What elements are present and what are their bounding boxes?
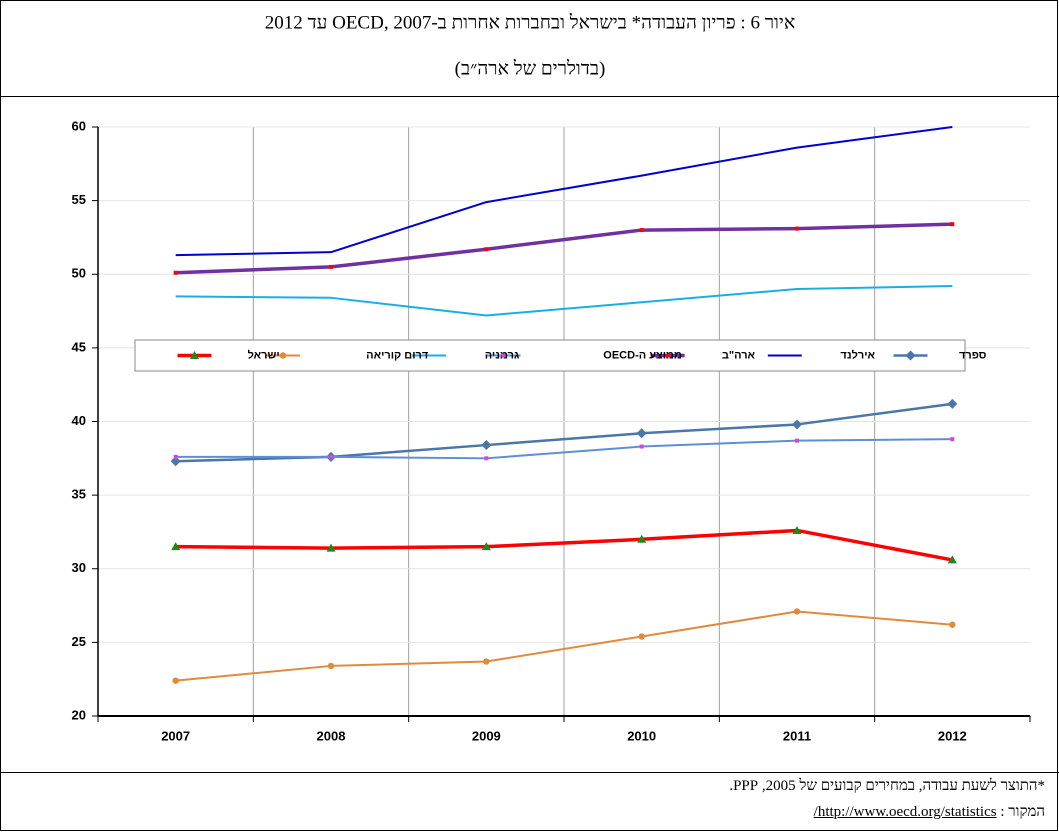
marker (638, 633, 645, 640)
y-tick-label: 50 (72, 266, 86, 281)
series-line (175, 610, 953, 682)
source: המקור : http://www.oecd.org/statistics/ (814, 804, 1045, 821)
marker (327, 662, 335, 670)
chart-subtitle: (בדולרים של ארה״ב) (455, 58, 606, 79)
legend-label: דרום קוריאה (366, 349, 429, 361)
footnote: *התוצר לשעת עבודה, במחירים קבועים של 200… (729, 778, 1045, 794)
marker (170, 456, 181, 467)
marker (639, 444, 644, 449)
marker (483, 658, 490, 665)
marker (172, 677, 179, 684)
marker (173, 454, 178, 459)
marker (481, 542, 491, 551)
legend-label: ספרד (959, 349, 987, 361)
y-tick-label: 30 (72, 560, 86, 575)
y-tick-label: 25 (72, 634, 86, 649)
marker (950, 437, 955, 442)
marker (950, 222, 955, 227)
y-tick-label: 60 (72, 118, 86, 133)
legend-marker (501, 353, 506, 358)
marker (793, 608, 801, 615)
x-tick-label: 2009 (472, 728, 501, 743)
marker (636, 428, 647, 439)
marker (173, 270, 178, 275)
marker (637, 534, 647, 543)
marker (947, 398, 958, 409)
source-label: המקור : (1000, 804, 1045, 820)
marker (481, 440, 492, 451)
x-tick-label: 2012 (938, 728, 967, 743)
marker (326, 543, 336, 552)
marker (639, 228, 644, 233)
legend-marker (905, 350, 916, 361)
legend-label: ארה"ב (722, 349, 756, 361)
series-line (175, 222, 953, 275)
legend-label: אירלנד (840, 348, 875, 361)
legend-marker (665, 353, 670, 358)
series-line (175, 285, 953, 317)
chart-title: איור 6 : פריון העבודה* בישראל ובחברות אח… (265, 12, 796, 33)
series-line (175, 528, 953, 562)
x-tick-label: 2011 (783, 728, 811, 743)
legend-marker (189, 351, 199, 359)
marker (484, 456, 489, 461)
x-tick-label: 2010 (627, 728, 656, 743)
legend-marker (279, 352, 287, 359)
marker (795, 226, 799, 231)
marker (792, 525, 802, 534)
legend-label: ממוצע ה-OECD (603, 349, 682, 361)
marker (329, 264, 333, 269)
x-tick-label: 2007 (161, 728, 190, 743)
x-tick-label: 2008 (317, 728, 346, 743)
y-tick-label: 35 (72, 487, 86, 502)
series-line (175, 438, 953, 460)
marker (949, 621, 956, 628)
series-line (175, 126, 953, 257)
y-tick-label: 45 (72, 339, 86, 354)
marker (171, 542, 181, 551)
marker (947, 555, 957, 564)
marker (795, 438, 799, 443)
y-tick-label: 55 (72, 192, 86, 207)
y-tick-label: 40 (72, 413, 86, 428)
source-link[interactable]: http://www.oecd.org/statistics/ (813, 804, 997, 820)
marker (329, 454, 333, 459)
legend-label: ישראל (248, 348, 280, 361)
y-tick-label: 20 (72, 707, 86, 722)
footer: *התוצר לשעת עבודה, במחירים קבועים של 200… (0, 772, 1059, 832)
marker (484, 247, 489, 252)
marker (792, 419, 802, 430)
